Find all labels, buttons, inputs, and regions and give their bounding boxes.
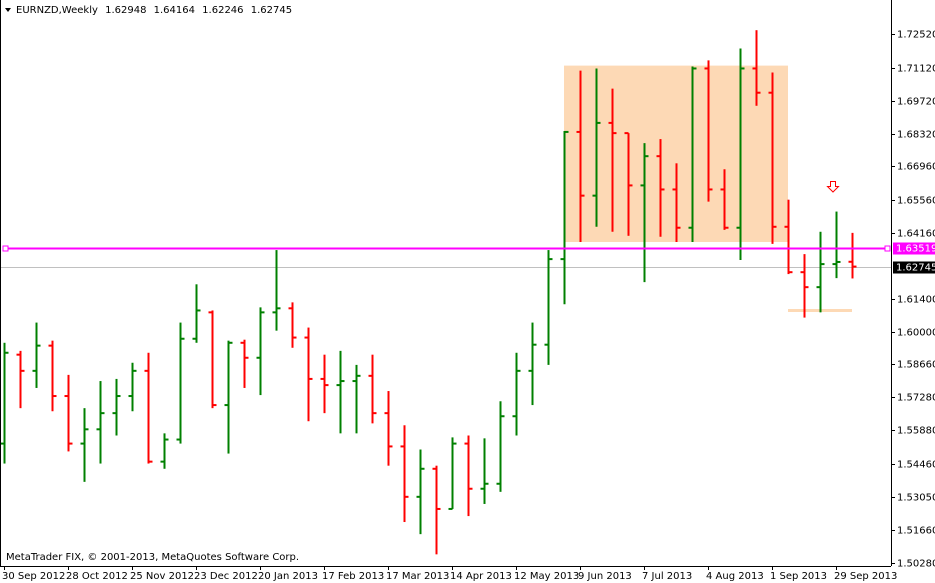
x-tick-label: 17 Mar 2013 — [386, 571, 449, 582]
y-tick-label: 1.57280 — [897, 393, 935, 404]
x-tick-label: 17 Feb 2013 — [322, 571, 384, 582]
y-tick-label: 1.64160 — [897, 229, 935, 240]
y-tick-label: 1.50280 — [897, 559, 935, 570]
x-tick-label: 29 Sep 2013 — [834, 571, 897, 582]
y-tick-label: 1.66960 — [897, 162, 935, 173]
x-tick-label: 9 Jun 2013 — [578, 571, 632, 582]
header-low: 1.62246 — [202, 5, 243, 16]
y-tick-label: 1.54460 — [897, 460, 935, 471]
x-tick-label: 7 Jul 2013 — [642, 571, 692, 582]
x-tick-label: 14 Apr 2013 — [450, 571, 512, 582]
y-tick-label: 1.72520 — [897, 30, 935, 41]
x-tick-label: 25 Nov 2012 — [130, 571, 194, 582]
x-tick-label: 30 Sep 2012 — [2, 571, 65, 582]
copyright: MetaTrader FIX, © 2001-2013, MetaQuotes … — [6, 552, 299, 563]
bars-layer — [0, 30, 857, 555]
header-high: 1.64164 — [154, 5, 195, 16]
level-handle — [2, 245, 9, 252]
chart-header: EURNZD,Weekly 1.62948 1.64164 1.62246 1.… — [16, 5, 292, 16]
header-open: 1.62948 — [105, 5, 146, 16]
x-tick-label: 28 Oct 2012 — [66, 571, 128, 582]
current-price-label: 1.62745 — [896, 263, 935, 274]
y-tick-label: 1.58660 — [897, 360, 935, 371]
y-tick-label: 1.53050 — [897, 493, 935, 504]
y-tick-label: 1.71120 — [897, 64, 935, 75]
x-tick-label: 1 Sep 2013 — [770, 571, 827, 582]
y-tick-label: 1.68320 — [897, 130, 935, 141]
y-tick-label: 1.60000 — [897, 328, 935, 339]
y-tick-label: 1.61400 — [897, 295, 935, 306]
level-label-box — [893, 242, 935, 255]
level-handle — [884, 245, 891, 252]
symbol: EURNZD,Weekly — [16, 5, 98, 16]
menu-triangle[interactable] — [5, 8, 11, 12]
current-price-box — [893, 261, 935, 274]
y-tick-label: 1.51660 — [897, 526, 935, 537]
header-close: 1.62745 — [251, 5, 292, 16]
down-arrow — [826, 181, 840, 193]
x-tick-label: 20 Jan 2013 — [258, 571, 318, 582]
x-tick-label: 12 May 2013 — [514, 571, 579, 582]
y-tick-label: 1.55880 — [897, 426, 935, 437]
y-tick-label: 1.65560 — [897, 196, 935, 207]
x-tick-label: 23 Dec 2012 — [194, 571, 258, 582]
y-tick-label: 1.69720 — [897, 97, 935, 108]
x-tick-label: 4 Aug 2013 — [706, 571, 764, 582]
level-label: 1.63519 — [896, 244, 935, 255]
